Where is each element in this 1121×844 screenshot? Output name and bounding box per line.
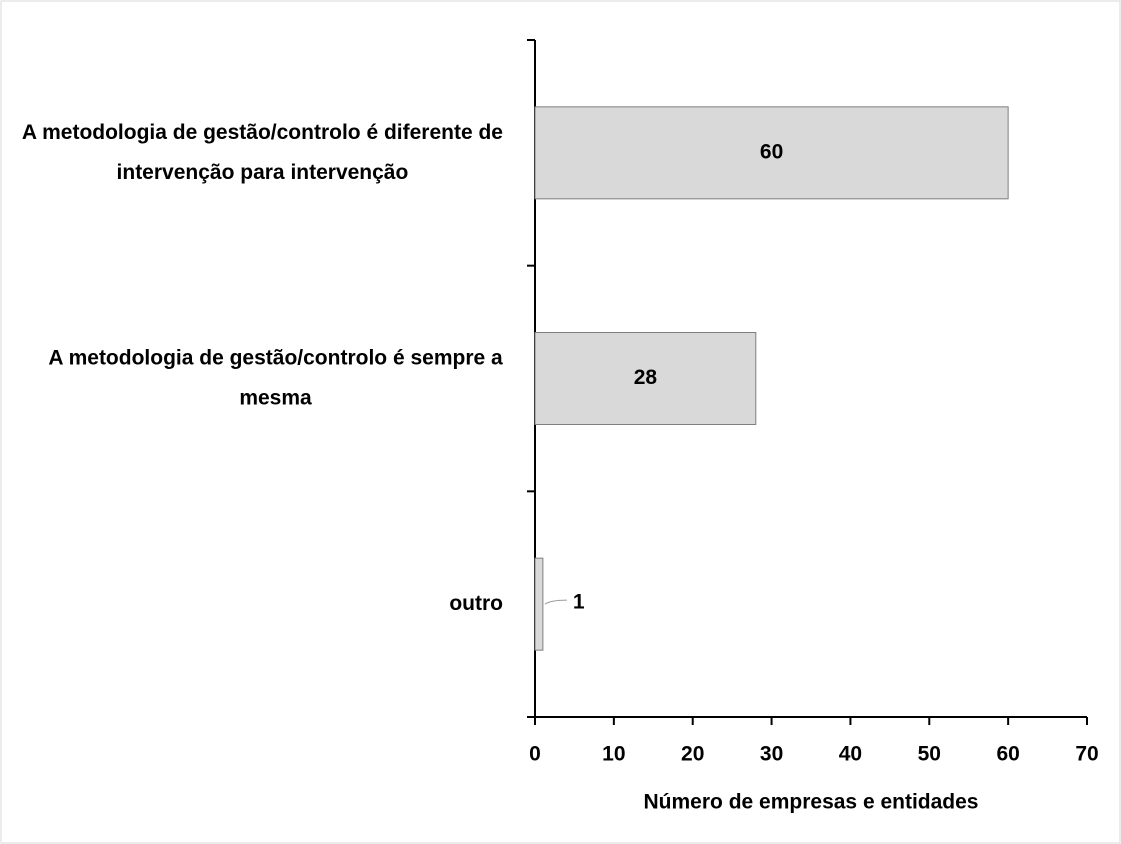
x-tick-label: 0 (529, 743, 541, 766)
x-tick-label: 10 (602, 743, 625, 766)
y-tick-label: A metodologia de gestão/controlo é difer… (22, 120, 503, 183)
x-tick-label: 30 (760, 743, 783, 766)
x-tick-label: 50 (918, 743, 941, 766)
y-tick-label: A metodologia de gestão/controlo é sempr… (48, 346, 503, 409)
data-label: 1 (573, 591, 585, 614)
x-tick-label: 60 (996, 743, 1019, 766)
x-tick-label: 40 (839, 743, 862, 766)
data-label: 60 (760, 140, 783, 163)
x-tick-label: 70 (1075, 743, 1098, 766)
leader-line (544, 599, 567, 605)
x-axis-label: Número de empresas e entidades (644, 791, 979, 814)
x-tick-label: 20 (681, 743, 704, 766)
bar (534, 557, 544, 651)
bar (534, 332, 757, 425)
bar (534, 106, 1009, 200)
data-label: 28 (634, 366, 658, 389)
y-tick-label: outro (449, 592, 503, 615)
